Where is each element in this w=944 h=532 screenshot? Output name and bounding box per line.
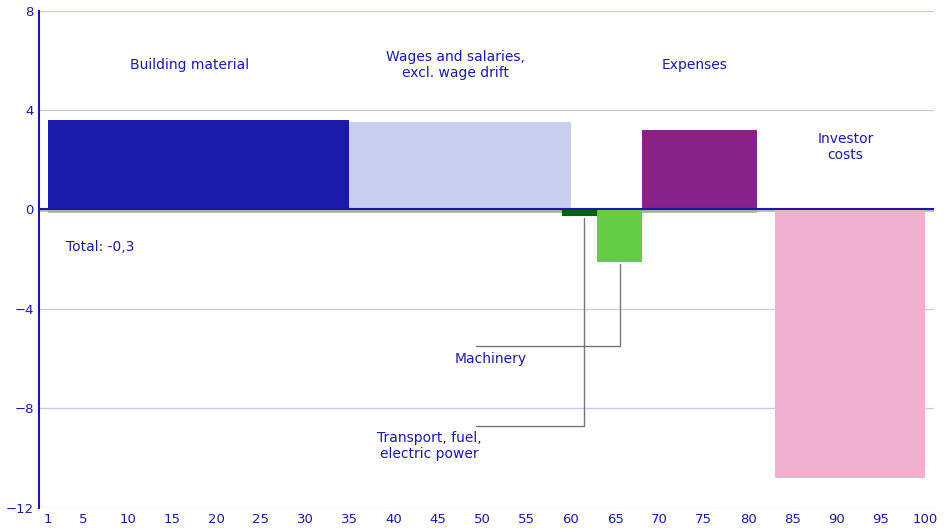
Bar xyxy=(641,210,756,213)
Text: Machinery: Machinery xyxy=(455,352,527,365)
Bar xyxy=(562,210,597,213)
Bar xyxy=(641,130,756,210)
Bar xyxy=(774,210,924,213)
Text: Building material: Building material xyxy=(130,59,249,72)
Text: Transport, fuel,
electric power: Transport, fuel, electric power xyxy=(377,430,480,461)
Text: Expenses: Expenses xyxy=(661,59,727,72)
Bar xyxy=(48,210,349,213)
Text: Wages and salaries,
excl. wage drift: Wages and salaries, excl. wage drift xyxy=(386,50,525,80)
Bar xyxy=(349,122,570,210)
Bar xyxy=(597,210,641,262)
Text: Total: -0,3: Total: -0,3 xyxy=(66,240,134,254)
Bar xyxy=(597,210,641,213)
Bar xyxy=(349,210,570,213)
Text: Investor
costs: Investor costs xyxy=(817,132,873,162)
Bar xyxy=(562,210,597,215)
Bar xyxy=(48,120,349,210)
Bar xyxy=(774,210,924,478)
